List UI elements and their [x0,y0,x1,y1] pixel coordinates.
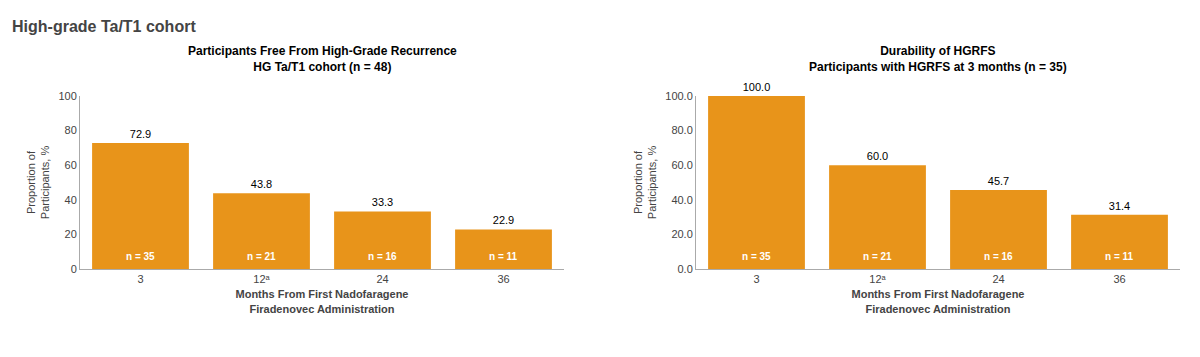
svg-text:0: 0 [71,263,77,275]
svg-text:n = 21: n = 21 [863,251,892,262]
svg-text:n = 35: n = 35 [126,251,155,262]
svg-text:n = 35: n = 35 [742,251,771,262]
svg-text:80.0: 80.0 [671,124,692,136]
svg-text:60: 60 [65,159,77,171]
svg-text:20: 20 [65,228,77,240]
svg-text:33.3: 33.3 [372,196,393,208]
svg-text:n = 16: n = 16 [984,251,1013,262]
svg-text:12ᵃ: 12ᵃ [869,273,886,285]
svg-text:n = 11: n = 11 [489,251,518,262]
svg-text:31.4: 31.4 [1109,200,1130,212]
svg-text:24: 24 [376,273,388,285]
svg-text:High-grade Ta/T1 cohort: High-grade Ta/T1 cohort [12,18,196,35]
svg-text:Durability of HGRFSParticipant: Durability of HGRFSParticipants with HGR… [809,44,1067,74]
svg-text:n = 16: n = 16 [368,251,397,262]
svg-text:45.7: 45.7 [988,175,1009,187]
svg-text:36: 36 [1113,273,1125,285]
svg-text:3: 3 [753,273,759,285]
svg-text:24: 24 [992,273,1004,285]
svg-text:100.0: 100.0 [743,81,771,93]
svg-text:n = 11: n = 11 [1105,251,1134,262]
svg-text:20.0: 20.0 [671,228,692,240]
svg-text:36: 36 [497,273,509,285]
svg-text:80: 80 [65,124,77,136]
svg-text:40: 40 [65,194,77,206]
svg-text:22.9: 22.9 [493,214,514,226]
svg-text:3: 3 [137,273,143,285]
svg-text:100.0: 100.0 [665,90,693,102]
svg-text:60.0: 60.0 [671,159,692,171]
svg-text:Proportion ofParticipants, %: Proportion ofParticipants, % [632,146,658,220]
svg-text:100: 100 [58,90,76,102]
svg-text:60.0: 60.0 [867,150,888,162]
svg-text:n = 21: n = 21 [247,251,276,262]
svg-text:40.0: 40.0 [671,194,692,206]
svg-text:72.9: 72.9 [130,128,151,140]
svg-text:Proportion ofParticipants, %: Proportion ofParticipants, % [25,146,51,220]
svg-text:Months From First Nadofaragene: Months From First NadofarageneFiradenove… [236,288,409,314]
svg-text:0.0: 0.0 [678,263,693,275]
svg-text:Months From First Nadofaragene: Months From First NadofarageneFiradenove… [852,288,1025,314]
svg-text:43.8: 43.8 [251,178,272,190]
svg-text:12ᵃ: 12ᵃ [253,273,270,285]
svg-text:Participants Free From High-Gr: Participants Free From High-Grade Recurr… [188,44,457,74]
